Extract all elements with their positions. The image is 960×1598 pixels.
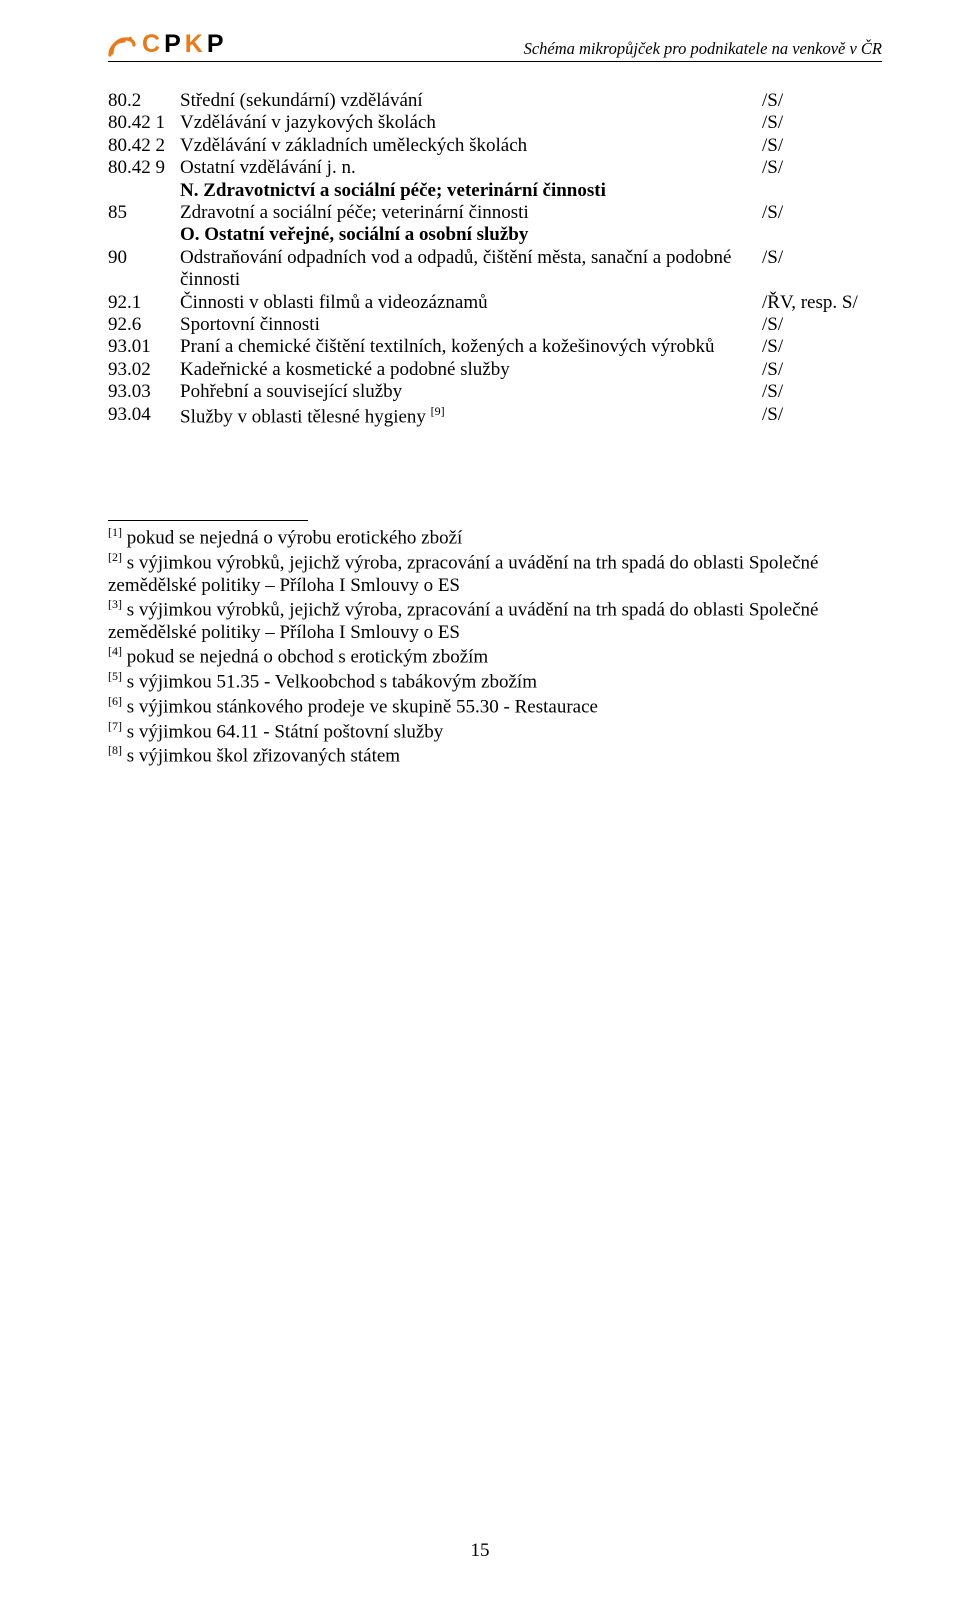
- footnote-line: [2] s výjimkou výrobků, jejichž výroba, …: [108, 550, 882, 597]
- row-description: Zdravotní a sociální péče; veterinární č…: [180, 202, 762, 224]
- list-row: N. Zdravotnictví a sociální péče; veteri…: [108, 180, 882, 202]
- list-row: O. Ostatní veřejné, sociální a osobní sl…: [108, 224, 882, 246]
- footnote-number: [1]: [108, 525, 122, 539]
- row-description: Střední (sekundární) vzdělávání: [180, 90, 762, 112]
- header-title: Schéma mikropůjček pro podnikatele na ve…: [524, 39, 882, 59]
- header: CPKP Schéma mikropůjček pro podnikatele …: [108, 30, 882, 62]
- logo: CPKP: [108, 30, 228, 59]
- row-tag: /S/: [762, 381, 882, 403]
- row-tag: /S/: [762, 336, 882, 358]
- footnote-number: [8]: [108, 743, 122, 757]
- row-tag: /ŘV, resp. S/: [762, 292, 882, 314]
- page-number: 15: [0, 1540, 960, 1562]
- row-description: Služby v oblasti tělesné hygieny [9]: [180, 404, 762, 429]
- row-description: Vzdělávání v základních uměleckých školá…: [180, 135, 762, 157]
- logo-letter-k: K: [185, 30, 207, 58]
- list-row: 85Zdravotní a sociální péče; veterinární…: [108, 202, 882, 224]
- footnote-text: s výjimkou 51.35 - Velkoobchod s tabákov…: [122, 672, 537, 693]
- list-row: 80.2Střední (sekundární) vzdělávání/S/: [108, 90, 882, 112]
- row-description: O. Ostatní veřejné, sociální a osobní sl…: [180, 224, 762, 246]
- row-description: Pohřební a související služby: [180, 381, 762, 403]
- footnote-line: [5] s výjimkou 51.35 - Velkoobchod s tab…: [108, 669, 882, 694]
- list-row: 93.04Služby v oblasti tělesné hygieny [9…: [108, 404, 882, 429]
- row-description: Vzdělávání v jazykových školách: [180, 112, 762, 134]
- footnote-number: [5]: [108, 669, 122, 683]
- row-tag: /S/: [762, 157, 882, 179]
- list-row: 93.03Pohřební a související služby/S/: [108, 381, 882, 403]
- footnote-line: [1] pokud se nejedná o výrobu erotického…: [108, 525, 882, 550]
- row-code: 80.42 2: [108, 135, 180, 157]
- list-row: 80.42 9Ostatní vzdělávání j. n./S/: [108, 157, 882, 179]
- footnote-separator: [108, 520, 308, 521]
- footnotes-list: [1] pokud se nejedná o výrobu erotického…: [108, 525, 882, 768]
- footnote-number: [4]: [108, 644, 122, 658]
- footnote-ref: [9]: [431, 404, 445, 418]
- footnote-line: [6] s výjimkou stánkového prodeje ve sku…: [108, 694, 882, 719]
- row-code: 80.42 1: [108, 112, 180, 134]
- logo-icon: [108, 33, 136, 57]
- row-tag: /S/: [762, 314, 882, 336]
- row-code: 93.01: [108, 336, 180, 358]
- row-description: Odstraňování odpadních vod a odpadů, čiš…: [180, 247, 762, 292]
- list-row: 80.42 2Vzdělávání v základních uměleckýc…: [108, 135, 882, 157]
- row-code: 93.02: [108, 359, 180, 381]
- footnote-line: [8] s výjimkou škol zřizovaných státem: [108, 743, 882, 768]
- row-tag: /S/: [762, 202, 882, 224]
- row-code: 92.1: [108, 292, 180, 314]
- footnote-text: s výjimkou výrobků, jejichž výroba, zpra…: [108, 600, 818, 643]
- footnote-line: [3] s výjimkou výrobků, jejichž výroba, …: [108, 597, 882, 644]
- footnote-number: [3]: [108, 597, 122, 611]
- footnote-number: [2]: [108, 550, 122, 564]
- row-code: 93.04: [108, 404, 180, 426]
- footnote-line: [7] s výjimkou 64.11 - Státní poštovní s…: [108, 719, 882, 744]
- row-tag: /S/: [762, 135, 882, 157]
- row-code: 80.42 9: [108, 157, 180, 179]
- logo-letter-p2: P: [207, 30, 228, 58]
- footnote-text: s výjimkou stánkového prodeje ve skupině…: [122, 696, 598, 717]
- list-row: 92.6Sportovní činnosti/S/: [108, 314, 882, 336]
- row-tag: /S/: [762, 112, 882, 134]
- row-description: Činnosti v oblasti filmů a videozáznamů: [180, 292, 762, 314]
- list-row: 80.42 1Vzdělávání v jazykových školách/S…: [108, 112, 882, 134]
- footnote-text: s výjimkou výrobků, jejichž výroba, zpra…: [108, 552, 818, 595]
- footnote-text: s výjimkou 64.11 - Státní poštovní služb…: [122, 721, 443, 742]
- footnote-number: [7]: [108, 719, 122, 733]
- page: CPKP Schéma mikropůjček pro podnikatele …: [0, 0, 960, 1598]
- row-code: 85: [108, 202, 180, 224]
- footnote-text: pokud se nejedná o výrobu erotického zbo…: [122, 528, 462, 549]
- row-code: 92.6: [108, 314, 180, 336]
- row-code: 80.2: [108, 90, 180, 112]
- row-description: Praní a chemické čištění textilních, kož…: [180, 336, 762, 358]
- row-tag: /S/: [762, 90, 882, 112]
- row-description: Ostatní vzdělávání j. n.: [180, 157, 762, 179]
- list-row: 90Odstraňování odpadních vod a odpadů, č…: [108, 247, 882, 292]
- footnote-text: pokud se nejedná o obchod s erotickým zb…: [122, 647, 488, 668]
- row-tag: /S/: [762, 359, 882, 381]
- list-row: 93.02Kadeřnické a kosmetické a podobné s…: [108, 359, 882, 381]
- row-code: 90: [108, 247, 180, 269]
- row-description: N. Zdravotnictví a sociální péče; veteri…: [180, 180, 762, 202]
- list-row: 92.1Činnosti v oblasti filmů a videozázn…: [108, 292, 882, 314]
- logo-letter-p1: P: [164, 30, 185, 58]
- row-code: 93.03: [108, 381, 180, 403]
- row-description: Sportovní činnosti: [180, 314, 762, 336]
- footnote-number: [6]: [108, 694, 122, 708]
- row-tag: /S/: [762, 404, 882, 426]
- logo-letter-c: C: [142, 30, 164, 58]
- row-tag: /S/: [762, 247, 882, 269]
- logo-text: CPKP: [142, 30, 228, 59]
- footnote-text: s výjimkou škol zřizovaných státem: [122, 746, 400, 767]
- footnote-line: [4] pokud se nejedná o obchod s erotický…: [108, 644, 882, 669]
- content-list: 80.2Střední (sekundární) vzdělávání/S/80…: [108, 90, 882, 428]
- row-description: Kadeřnické a kosmetické a podobné služby: [180, 359, 762, 381]
- footnotes: [1] pokud se nejedná o výrobu erotického…: [108, 520, 882, 768]
- list-row: 93.01Praní a chemické čištění textilních…: [108, 336, 882, 358]
